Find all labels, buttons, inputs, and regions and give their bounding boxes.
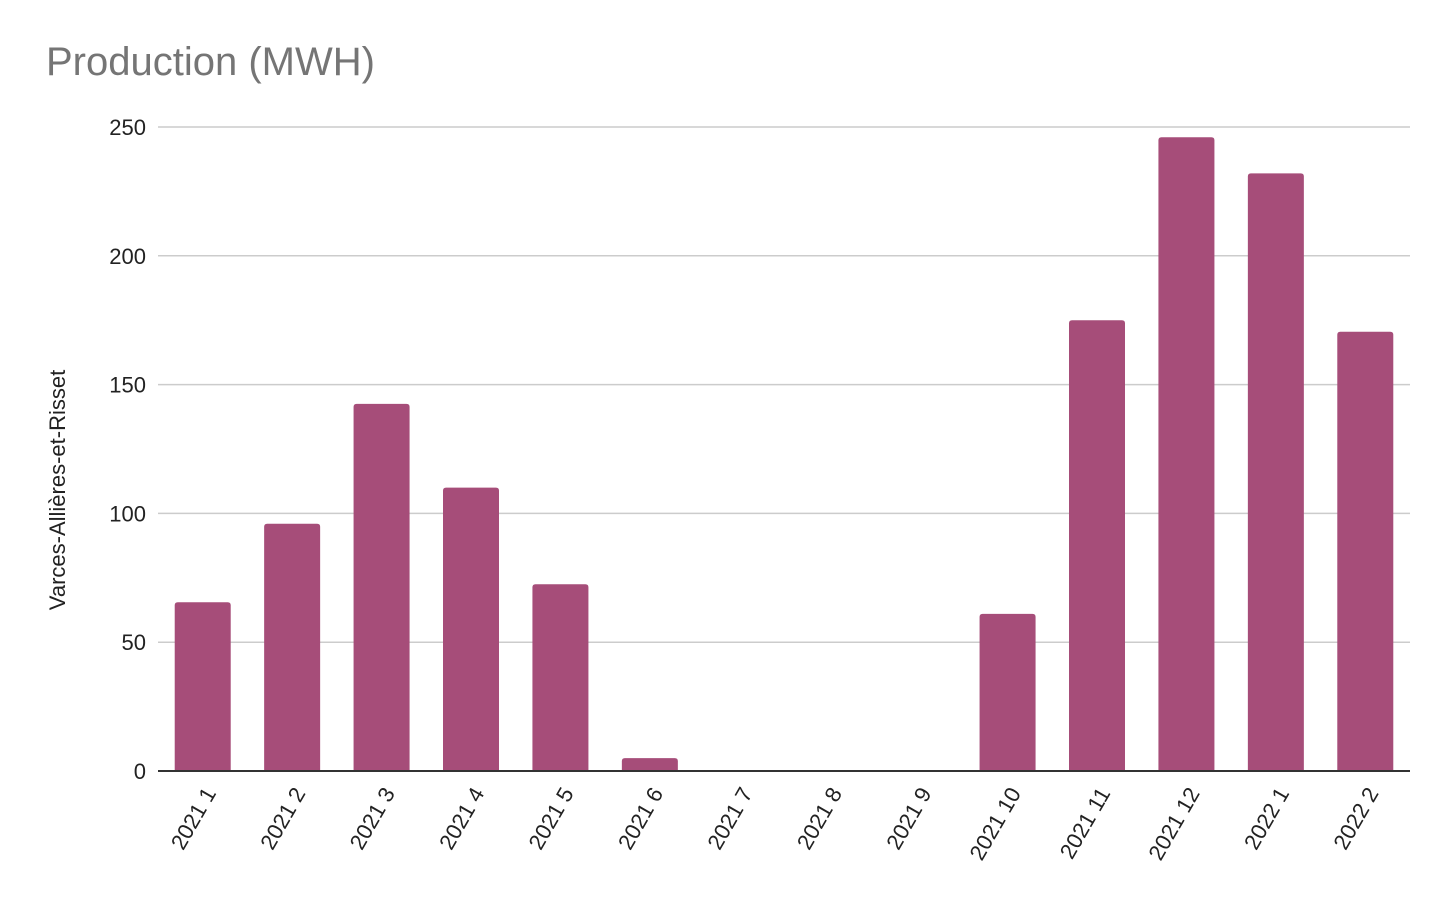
bar (1337, 331, 1394, 771)
y-axis-title: Varces-Allières-et-Risset (45, 370, 70, 610)
y-tick-label: 50 (122, 630, 146, 655)
bar (532, 584, 589, 771)
y-tick-label: 250 (109, 115, 146, 140)
x-tick-label: 2022 2 (1328, 783, 1383, 854)
x-tick-label: 2021 10 (964, 783, 1025, 864)
bar (443, 487, 499, 771)
bar (1069, 320, 1125, 771)
x-tick-label: 2021 4 (434, 783, 489, 854)
bar (621, 758, 678, 771)
x-tick-label: 2021 12 (1143, 783, 1204, 864)
x-tick-label: 2021 1 (166, 783, 221, 854)
y-tick-label: 150 (109, 373, 146, 398)
x-tick-label: 2021 2 (255, 783, 310, 854)
y-tick-label: 100 (109, 501, 146, 526)
bar (1247, 173, 1304, 772)
x-tick-label: 2021 11 (1055, 783, 1116, 863)
x-tick-label: 2021 6 (613, 783, 668, 854)
x-tick-label: 2021 3 (345, 783, 400, 854)
x-tick-label: 2021 5 (523, 783, 578, 854)
bar (1158, 137, 1215, 771)
x-tick-label: 2021 7 (702, 783, 757, 854)
bar (174, 602, 231, 771)
y-tick-label: 200 (109, 244, 146, 269)
x-tick-label: 2021 9 (881, 783, 936, 854)
gridlines (158, 126, 1410, 643)
x-tick-label: 2021 8 (792, 783, 847, 854)
bars (174, 137, 1394, 772)
x-tick-label: 2022 1 (1239, 783, 1294, 854)
chart-title: Production (MWH) (46, 40, 375, 84)
bar (353, 403, 410, 771)
bar (264, 523, 321, 771)
y-tick-label: 0 (134, 759, 146, 784)
bar (979, 613, 1036, 771)
